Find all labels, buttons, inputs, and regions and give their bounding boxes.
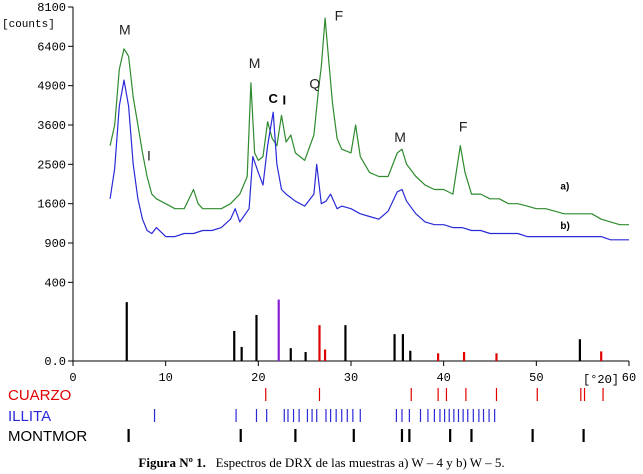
peak-annotation: C xyxy=(268,91,278,106)
x-tick-label: 10 xyxy=(158,371,172,385)
y-tick-label: 3600 xyxy=(37,119,66,133)
peak-annotation: F xyxy=(335,7,344,23)
y-tick-label: 2500 xyxy=(37,158,66,172)
x-axis-ticks: 0 10 20 30 40 50 60 xyxy=(69,361,636,385)
y-axis-ticks: 0.0 400 900 1600 2500 3600 4900 6400 8100 xyxy=(37,1,73,369)
phase-label-illita: ILLITA xyxy=(8,408,51,425)
figure-caption: Figura Nº 1. Espectros de DRX de las mue… xyxy=(0,455,643,471)
series-line-a xyxy=(109,17,629,226)
series-line-b xyxy=(109,79,629,241)
peak-annotation: I xyxy=(147,147,151,163)
peak-annotation: M xyxy=(119,21,131,37)
phase-label-montmor: MONTMOR xyxy=(8,428,87,445)
peak-annotation: Q xyxy=(309,75,320,91)
caption-label: Figura Nº 1. xyxy=(138,455,206,470)
peak-annotation: M xyxy=(249,55,261,71)
y-tick-label: 400 xyxy=(44,276,66,290)
x-tick-label: 40 xyxy=(436,371,450,385)
x-tick-label: 60 xyxy=(622,371,636,385)
axes xyxy=(72,7,629,362)
y-tick-label: 6400 xyxy=(37,40,66,54)
reference-bars xyxy=(125,299,603,361)
series-label: a) xyxy=(560,182,569,193)
y-axis-label: [counts] xyxy=(2,19,55,31)
x-tick-label: 20 xyxy=(251,371,265,385)
x-axis-label: [°2Θ] xyxy=(583,373,619,387)
y-tick-label: 4900 xyxy=(37,80,66,94)
xrd-chart: 0.0 400 900 1600 2500 3600 4900 6400 8100 0 10 20 3… xyxy=(2,1,636,445)
phase-label-cuarzo: CUARZO xyxy=(8,387,71,404)
peak-annotation: I xyxy=(282,93,286,108)
peak-annotation: M xyxy=(394,129,406,145)
y-tick-label: 8100 xyxy=(37,1,66,15)
y-tick-label: 900 xyxy=(44,237,66,251)
x-tick-label: 30 xyxy=(344,371,358,385)
x-tick-label: 0 xyxy=(69,371,76,385)
series-lines xyxy=(109,17,629,241)
peak-annotation: F xyxy=(459,119,468,135)
caption-text: Espectros de DRX de las muestras a) W – … xyxy=(215,455,505,470)
x-tick-label: 50 xyxy=(529,371,543,385)
series-label: b) xyxy=(560,221,569,232)
y-tick-label: 0.0 xyxy=(44,355,66,369)
y-tick-label: 1600 xyxy=(37,198,66,212)
phase-rows: CUARZO ILLITA MONTMOR xyxy=(8,387,604,445)
